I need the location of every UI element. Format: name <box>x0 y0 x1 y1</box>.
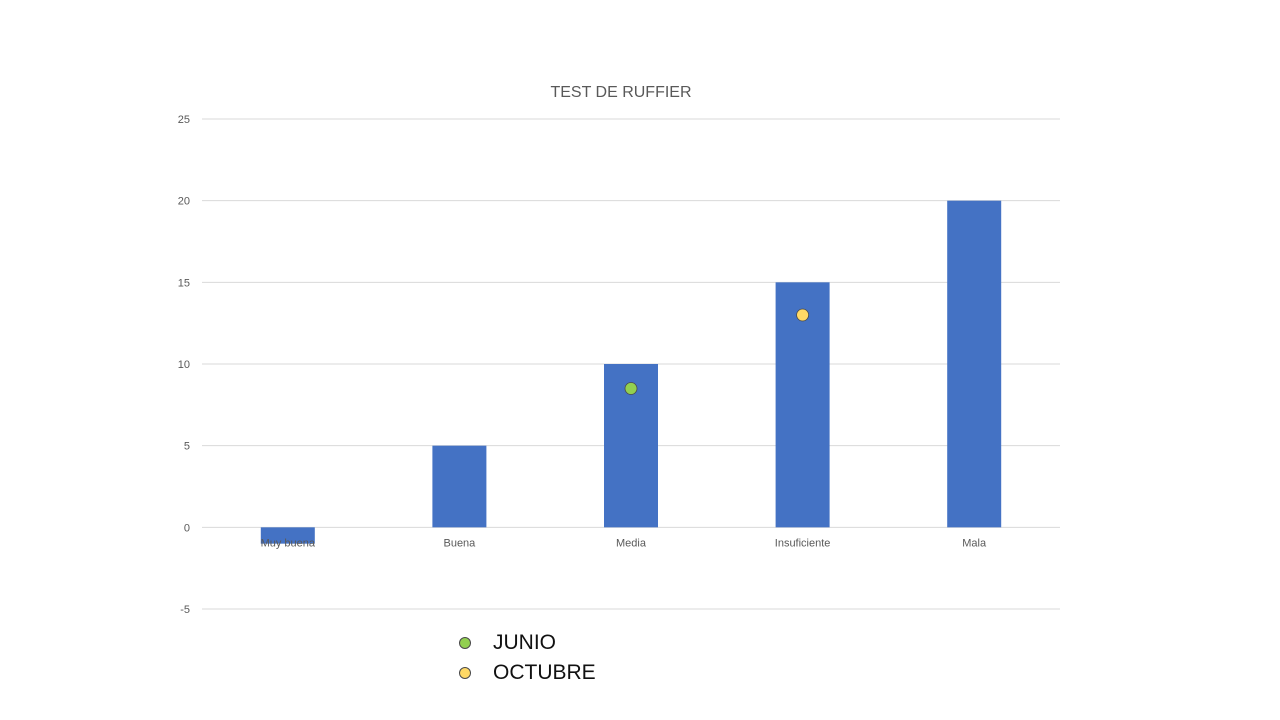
x-tick-label: Buena <box>443 537 476 549</box>
chart-title: TEST DE RUFFIER <box>550 84 691 101</box>
marker-junio <box>624 382 638 395</box>
x-tick-label: Muy buena <box>261 537 316 549</box>
marker-octubre <box>796 308 809 322</box>
legend-item-octubre: OCTUBRE <box>456 658 596 688</box>
y-tick-label: 20 <box>178 196 190 208</box>
y-axis-ticks: -5 0 5 10 15 20 25 <box>178 114 190 616</box>
y-tick-label: 25 <box>178 114 190 126</box>
x-axis-ticks: Muy buena Buena Media Insuficiente Mala <box>261 537 987 549</box>
legend-dot-octubre <box>459 667 471 679</box>
legend-label-octubre: OCTUBRE <box>493 661 596 684</box>
y-tick-label: 15 <box>178 277 190 289</box>
legend-label-junio: JUNIO <box>493 631 556 654</box>
legend-dot-junio <box>459 637 471 649</box>
x-tick-label: Media <box>616 537 647 549</box>
y-tick-label: -5 <box>180 604 190 616</box>
bar-buena <box>432 445 487 528</box>
y-tick-label: 0 <box>184 522 190 534</box>
x-tick-label: Insuficiente <box>775 537 831 549</box>
legend: JUNIO OCTUBRE <box>456 628 596 688</box>
bar-mala <box>947 200 1002 528</box>
y-tick-label: 10 <box>178 359 190 371</box>
bar-insuficiente <box>775 282 830 528</box>
y-tick-label: 5 <box>184 441 190 453</box>
bars <box>260 200 1002 544</box>
bar-muy-buena <box>260 527 315 544</box>
legend-item-junio: JUNIO <box>456 628 596 658</box>
x-tick-label: Mala <box>962 537 987 549</box>
markers <box>624 308 809 395</box>
